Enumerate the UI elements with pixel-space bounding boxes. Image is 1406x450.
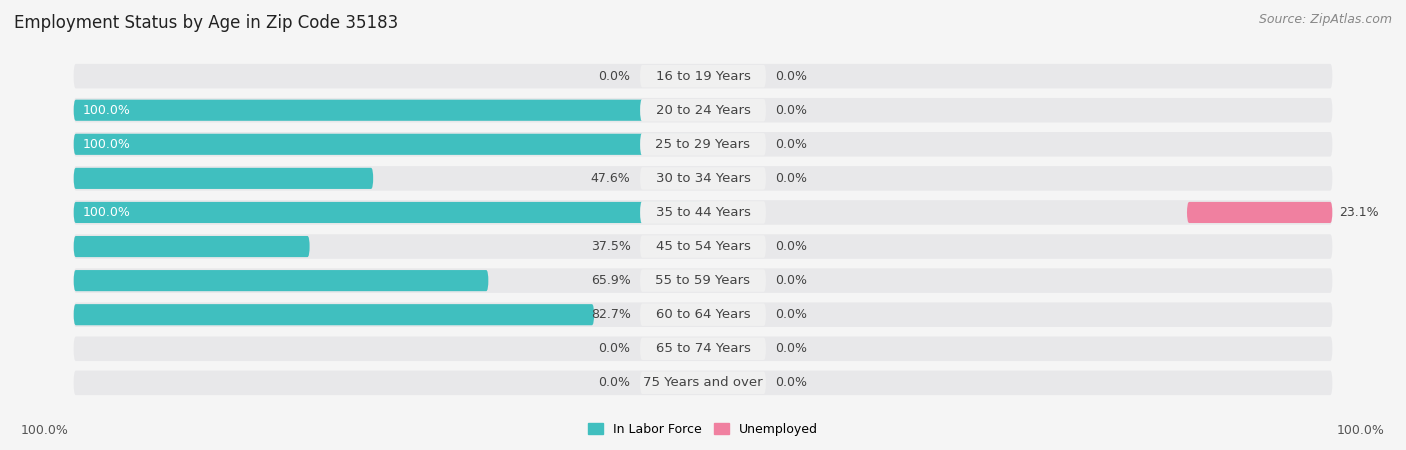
Text: 60 to 64 Years: 60 to 64 Years xyxy=(655,308,751,321)
Text: 23.1%: 23.1% xyxy=(1339,206,1378,219)
Text: 65 to 74 Years: 65 to 74 Years xyxy=(655,342,751,355)
Text: 100.0%: 100.0% xyxy=(83,206,131,219)
FancyBboxPatch shape xyxy=(73,166,1333,191)
Text: 0.0%: 0.0% xyxy=(599,376,631,389)
Text: 55 to 59 Years: 55 to 59 Years xyxy=(655,274,751,287)
Text: 25 to 29 Years: 25 to 29 Years xyxy=(655,138,751,151)
Text: 100.0%: 100.0% xyxy=(21,423,69,436)
FancyBboxPatch shape xyxy=(1187,202,1333,223)
FancyBboxPatch shape xyxy=(640,99,766,122)
FancyBboxPatch shape xyxy=(73,302,1333,327)
Text: 100.0%: 100.0% xyxy=(1337,423,1385,436)
Text: 82.7%: 82.7% xyxy=(591,308,631,321)
Text: Source: ZipAtlas.com: Source: ZipAtlas.com xyxy=(1258,14,1392,27)
Text: 0.0%: 0.0% xyxy=(775,308,807,321)
FancyBboxPatch shape xyxy=(640,270,766,292)
FancyBboxPatch shape xyxy=(73,234,1333,259)
Text: 0.0%: 0.0% xyxy=(775,274,807,287)
FancyBboxPatch shape xyxy=(640,201,766,224)
Text: Employment Status by Age in Zip Code 35183: Employment Status by Age in Zip Code 351… xyxy=(14,14,398,32)
FancyBboxPatch shape xyxy=(640,338,766,360)
Text: 0.0%: 0.0% xyxy=(775,172,807,185)
Text: 0.0%: 0.0% xyxy=(775,138,807,151)
FancyBboxPatch shape xyxy=(640,235,766,258)
Text: 35 to 44 Years: 35 to 44 Years xyxy=(655,206,751,219)
FancyBboxPatch shape xyxy=(73,98,1333,122)
FancyBboxPatch shape xyxy=(640,372,766,394)
FancyBboxPatch shape xyxy=(73,268,1333,293)
FancyBboxPatch shape xyxy=(73,168,373,189)
FancyBboxPatch shape xyxy=(73,337,1333,361)
Text: 47.6%: 47.6% xyxy=(591,172,631,185)
Text: 100.0%: 100.0% xyxy=(83,104,131,117)
Text: 0.0%: 0.0% xyxy=(775,342,807,355)
Text: 0.0%: 0.0% xyxy=(775,376,807,389)
Text: 45 to 54 Years: 45 to 54 Years xyxy=(655,240,751,253)
Text: 20 to 24 Years: 20 to 24 Years xyxy=(655,104,751,117)
Text: 65.9%: 65.9% xyxy=(591,274,631,287)
FancyBboxPatch shape xyxy=(73,270,488,291)
FancyBboxPatch shape xyxy=(73,99,703,121)
FancyBboxPatch shape xyxy=(73,202,703,223)
FancyBboxPatch shape xyxy=(73,200,1333,225)
Text: 0.0%: 0.0% xyxy=(599,342,631,355)
Text: 0.0%: 0.0% xyxy=(775,240,807,253)
Text: 0.0%: 0.0% xyxy=(775,104,807,117)
FancyBboxPatch shape xyxy=(73,371,1333,395)
Text: 0.0%: 0.0% xyxy=(599,70,631,83)
FancyBboxPatch shape xyxy=(73,64,1333,88)
Text: 16 to 19 Years: 16 to 19 Years xyxy=(655,70,751,83)
FancyBboxPatch shape xyxy=(640,133,766,156)
Text: 0.0%: 0.0% xyxy=(775,70,807,83)
Text: 100.0%: 100.0% xyxy=(83,138,131,151)
FancyBboxPatch shape xyxy=(73,134,703,155)
FancyBboxPatch shape xyxy=(73,304,595,325)
FancyBboxPatch shape xyxy=(640,167,766,189)
FancyBboxPatch shape xyxy=(73,236,309,257)
FancyBboxPatch shape xyxy=(640,65,766,87)
Text: 37.5%: 37.5% xyxy=(591,240,631,253)
Text: 30 to 34 Years: 30 to 34 Years xyxy=(655,172,751,185)
FancyBboxPatch shape xyxy=(640,303,766,326)
FancyBboxPatch shape xyxy=(73,132,1333,157)
Legend: In Labor Force, Unemployed: In Labor Force, Unemployed xyxy=(583,418,823,441)
Text: 75 Years and over: 75 Years and over xyxy=(643,376,763,389)
